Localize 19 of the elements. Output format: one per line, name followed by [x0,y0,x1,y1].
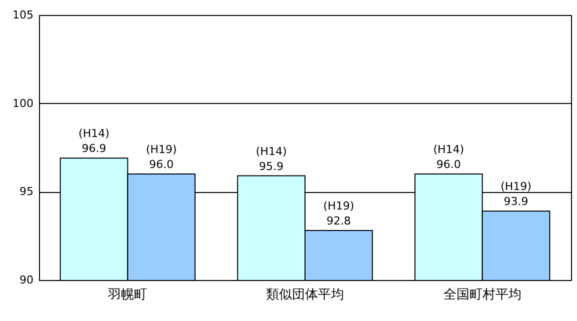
series-label: (H19) [146,143,177,156]
text: (H19) [323,200,354,213]
text: (H19) [500,180,532,194]
data-label: 93.9 [504,195,528,208]
text: (H14) [433,143,464,156]
data-label: 95.9 [259,160,284,173]
data-label: 96.0 [436,158,461,171]
y-tick-label: 105 [12,8,34,22]
y-tick-label: 90 [20,274,34,286]
y-tick-label: 100 [12,96,34,110]
x-tick-label: 全国町村平均 [443,288,522,302]
data-label: 96.9 [82,142,106,156]
data-label: 92.8 [326,214,351,228]
text: (H14) [256,144,287,158]
y-tick-label: 95 [20,185,34,198]
series-label: (H14) [78,127,110,140]
x-tick-label: 羽幌町 [107,288,148,302]
data-label: 96.0 [149,158,174,171]
x-tick-label: 類似団体平均 [266,288,344,302]
